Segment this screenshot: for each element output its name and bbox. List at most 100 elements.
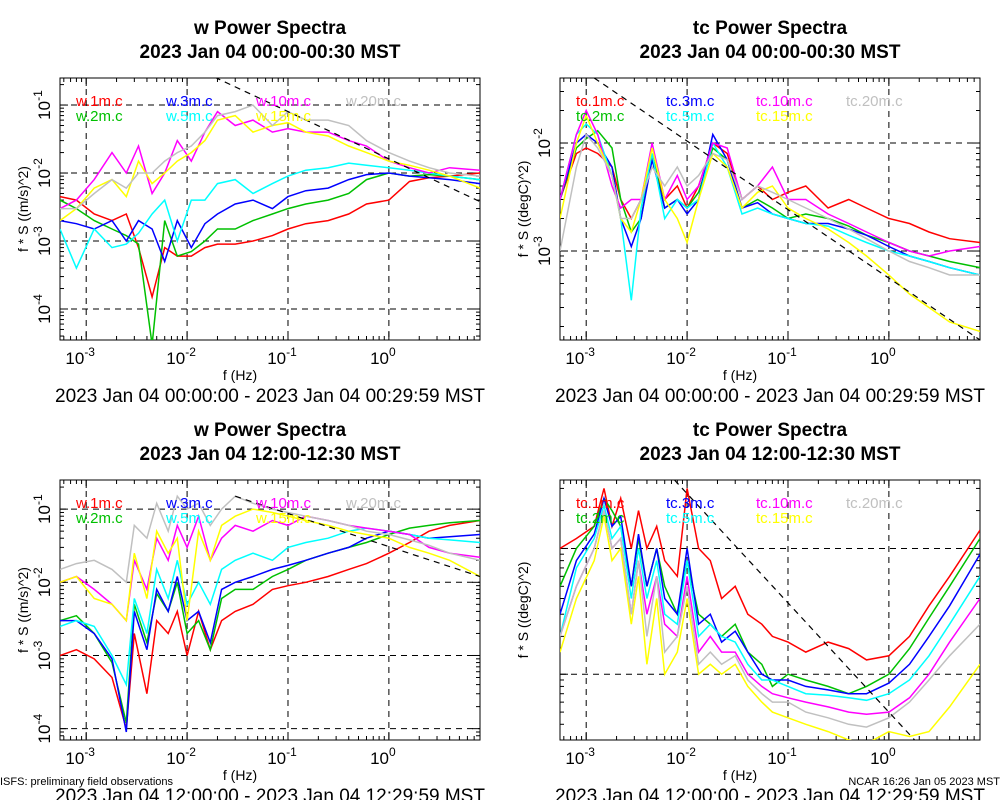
chart-panel-1: w Power Spectra 2023 Jan 04 00:00-00:30 M…: [15, 18, 485, 407]
tick-exponent: -1: [786, 345, 797, 359]
tick-base: 10: [565, 749, 584, 768]
x-tick-label: 100: [370, 745, 396, 768]
series-line-w.3m.c: [60, 530, 480, 733]
tick-base: 10: [35, 578, 54, 597]
series-line-w.10m.c: [60, 513, 480, 623]
series-line-w.1m.c: [60, 519, 480, 729]
legend-entry-tc.10m.c: tc.10m.c: [756, 495, 813, 512]
tick-base: 10: [870, 749, 889, 768]
series-group: [560, 480, 980, 740]
y-tick-label: 10-3: [31, 640, 54, 670]
tick-exponent: -2: [531, 128, 545, 139]
chart-subtitle: 2023 Jan 04 00:00-00:30 MST: [640, 42, 901, 63]
chart-panel-4: tc Power Spectra 2023 Jan 04 12:00-12:30 …: [515, 420, 985, 800]
series-line-w.1m.c: [60, 172, 480, 300]
tick-exponent: -1: [286, 745, 297, 759]
tick-base: 10: [267, 349, 286, 368]
x-tick-label: 10-2: [166, 745, 196, 768]
y-tick-label: 10-4: [31, 714, 54, 744]
tick-base: 10: [65, 749, 84, 768]
chart-subtitle: 2023 Jan 04 12:00-12:30 MST: [140, 444, 401, 465]
x-tick-label: 100: [870, 745, 896, 768]
legend-entry-tc.5m.c: tc.5m.c: [666, 108, 715, 125]
legend-entry-w.1m.c: w.1m.c: [75, 93, 123, 110]
series-line-w.15m.c: [60, 114, 480, 222]
y-tick-label: 10-4: [31, 294, 54, 324]
tick-exponent: 0: [389, 745, 396, 759]
y-tick-label: 10-2: [531, 128, 554, 158]
tick-base: 10: [166, 749, 185, 768]
tick-exponent: -3: [31, 640, 45, 651]
x-tick-label: 10-1: [767, 745, 797, 768]
series-group: [60, 78, 480, 340]
series-line-w.2m.c: [60, 172, 480, 340]
tick-exponent: -2: [31, 158, 45, 169]
series-line-tc.15m.c: [560, 516, 980, 740]
legend-entry-tc.10m.c: tc.10m.c: [756, 93, 813, 110]
footer-right-stamp: NCAR 16:26 Jan 05 2023 MST: [848, 776, 1000, 788]
tick-exponent: -3: [31, 226, 45, 237]
tick-base: 10: [535, 139, 554, 158]
y-tick-label: 10-2: [31, 567, 54, 597]
tick-exponent: -4: [31, 714, 45, 725]
series-line-w.2m.c: [60, 519, 480, 724]
tick-base: 10: [565, 349, 584, 368]
tick-exponent: -3: [531, 236, 545, 247]
x-axis-label: f (Hz): [223, 767, 257, 783]
tick-exponent: -1: [31, 494, 45, 505]
tick-exponent: -1: [31, 90, 45, 101]
series-line-tc.3m.c: [560, 495, 980, 695]
legend-entry-tc.15m.c: tc.15m.c: [756, 108, 813, 125]
tick-base: 10: [370, 349, 389, 368]
tick-exponent: 0: [889, 745, 896, 759]
tick-base: 10: [166, 349, 185, 368]
time-range-caption: 2023 Jan 04 00:00:00 - 2023 Jan 04 00:29…: [55, 386, 485, 407]
chart-subtitle: 2023 Jan 04 12:00-12:30 MST: [640, 444, 901, 465]
tick-exponent: -3: [584, 345, 595, 359]
tick-exponent: -4: [31, 294, 45, 305]
x-tick-label: 100: [870, 345, 896, 368]
tick-base: 10: [35, 725, 54, 744]
x-axis-label: f (Hz): [723, 367, 757, 383]
x-tick-label: 10-2: [666, 345, 696, 368]
y-axis-label: f * S ((m/s)^2): [15, 166, 31, 252]
legend-entry-w.2m.c: w.2m.c: [75, 108, 123, 125]
tick-exponent: 0: [389, 345, 396, 359]
tick-base: 10: [767, 349, 786, 368]
plot-frame: [59, 479, 481, 741]
series-line-w.15m.c: [60, 508, 480, 623]
series-group: [560, 78, 980, 340]
legend-entry-w.3m.c: w.3m.c: [165, 93, 213, 110]
legend-entry-w.2m.c: w.2m.c: [75, 510, 123, 527]
x-tick-label: 10-3: [65, 345, 95, 368]
y-tick-label: 10-1: [31, 90, 54, 120]
tick-base: 10: [35, 305, 54, 324]
tick-base: 10: [370, 749, 389, 768]
y-tick-label: 10-2: [31, 158, 54, 188]
series-line-tc.2m.c: [560, 129, 980, 269]
chart-title: tc Power Spectra: [693, 420, 848, 441]
time-range-caption: 2023 Jan 04 12:00:00 - 2023 Jan 04 12:29…: [55, 786, 485, 800]
y-tick-label: 10-1: [31, 494, 54, 524]
x-tick-label: 10-2: [666, 745, 696, 768]
reference-slope-line: [214, 78, 480, 203]
series-line-w.3m.c: [60, 172, 480, 264]
tick-exponent: -2: [31, 567, 45, 578]
y-tick-label: 10-3: [31, 226, 54, 256]
legend-entry-w.5m.c: w.5m.c: [165, 510, 213, 527]
series-line-w.20m.c: [60, 104, 480, 210]
legend-entry-w.3m.c: w.3m.c: [165, 495, 213, 512]
x-tick-label: 10-1: [267, 745, 297, 768]
tick-base: 10: [35, 169, 54, 188]
chart-title: w Power Spectra: [193, 420, 346, 441]
reference-slope-line: [235, 495, 480, 578]
series-line-tc.20m.c: [560, 132, 980, 276]
series-line-tc.1m.c: [560, 141, 980, 244]
series-line-w.20m.c: [60, 494, 480, 584]
legend-entry-w.15m.c: w.15m.c: [255, 108, 312, 125]
tick-base: 10: [267, 749, 286, 768]
legend-entry-tc.3m.c: tc.3m.c: [666, 93, 715, 110]
x-tick-label: 10-2: [166, 345, 196, 368]
chart-panel-2: tc Power Spectra 2023 Jan 04 00:00-00:30 …: [515, 18, 985, 407]
